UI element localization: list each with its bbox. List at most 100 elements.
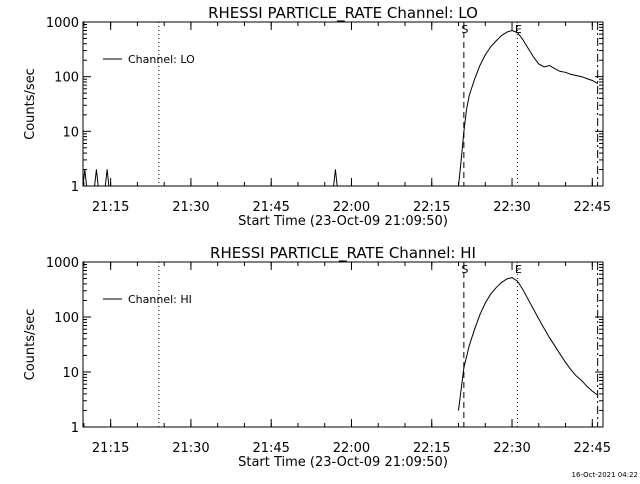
data-point: [570, 369, 572, 371]
data-point: [506, 31, 508, 33]
x-tick-label: 22:45: [574, 200, 611, 215]
chart-panel: RHESSI PARTICLE_RATE Channel: HI Start Ti…: [23, 244, 611, 470]
y-tick-label: 1: [71, 421, 79, 436]
marker-label: S: [461, 23, 468, 36]
x-tick-label: 22:00: [333, 200, 370, 215]
data-point: [463, 367, 465, 368]
data-point: [484, 302, 486, 304]
x-tick-label: 21:45: [252, 441, 289, 456]
data-point: [538, 63, 540, 65]
data-point: [468, 95, 470, 96]
data-point: [517, 32, 518, 33]
data-point: [106, 169, 108, 170]
data-point: [458, 410, 459, 411]
data-point: [527, 298, 529, 300]
data-point: [543, 328, 545, 329]
data-point: [575, 75, 577, 76]
data-point: [570, 74, 572, 75]
y-tick-label: 10: [62, 366, 79, 381]
y-tick-label: 1: [71, 180, 79, 195]
data-point: [511, 30, 513, 31]
chart-title: RHESSI PARTICLE_RATE Channel: LO: [208, 4, 478, 23]
legend-label: Channel: HI: [128, 293, 192, 306]
x-tick-label: 22:30: [493, 441, 530, 456]
data-point: [597, 394, 598, 396]
data-point: [522, 39, 524, 40]
data-point: [549, 65, 550, 66]
data-point: [108, 185, 110, 187]
data-point: [511, 277, 513, 278]
x-axis-label: Start Time (23-Oct-09 21:09:50): [238, 214, 448, 229]
data-point: [500, 282, 502, 284]
y-tick-label: 100: [54, 311, 79, 326]
series-line: [458, 277, 598, 411]
data-point: [500, 35, 502, 37]
data-point: [490, 46, 491, 48]
plot-frame: [82, 261, 604, 428]
y-tick-label: 1000: [46, 16, 79, 31]
y-tick-label: 100: [54, 71, 79, 86]
data-point: [86, 185, 87, 187]
data-point: [474, 78, 475, 80]
y-tick-label: 10: [62, 125, 79, 140]
x-tick-label: 22:00: [333, 441, 370, 456]
x-axis-label: Start Time (23-Oct-09 21:09:50): [238, 455, 448, 470]
marker-label: S: [461, 263, 468, 276]
data-point: [533, 56, 534, 58]
x-tick-label: 22:15: [413, 441, 450, 456]
data-point: [575, 375, 577, 377]
x-tick-label: 22:15: [413, 200, 450, 215]
data-point: [82, 185, 84, 187]
data-point: [586, 385, 588, 387]
data-point: [581, 76, 582, 78]
x-tick-label: 21:45: [252, 200, 289, 215]
data-point: [460, 159, 462, 161]
data-point: [474, 328, 475, 330]
data-point: [466, 109, 467, 110]
data-point: [94, 185, 95, 187]
data-point: [554, 68, 556, 70]
data-point: [581, 380, 582, 381]
y-tick-label: 1000: [46, 256, 79, 271]
data-point: [495, 287, 497, 289]
data-point: [533, 308, 534, 310]
data-point: [463, 130, 465, 132]
data-point: [517, 280, 518, 282]
data-point: [84, 169, 86, 170]
data-point: [591, 390, 593, 392]
x-tick-label: 22:45: [574, 441, 611, 456]
data-point: [559, 71, 561, 72]
data-point: [565, 361, 566, 363]
x-tick-label: 21:30: [172, 200, 209, 215]
data-point: [565, 71, 566, 73]
data-point: [586, 78, 588, 79]
footer-timestamp: 16-Oct-2021 04:22: [572, 471, 638, 479]
data-point: [458, 185, 459, 187]
data-point: [506, 278, 508, 280]
x-tick-label: 22:30: [493, 200, 530, 215]
x-tick-label: 21:15: [92, 200, 129, 215]
data-point: [490, 293, 491, 295]
data-point: [104, 185, 106, 187]
data-point: [468, 345, 470, 347]
data-point: [559, 353, 561, 355]
data-point: [527, 47, 529, 49]
data-point: [597, 83, 598, 84]
y-axis-label: Counts/sec: [23, 309, 38, 381]
data-point: [97, 185, 99, 187]
chart-title: RHESSI PARTICLE_RATE Channel: HI: [210, 244, 476, 263]
marker-label: E: [515, 263, 522, 276]
data-point: [333, 185, 334, 187]
marker-label: E: [515, 23, 522, 36]
chart-panel: RHESSI PARTICLE_RATE Channel: LO Start Ti…: [23, 4, 611, 229]
data-point: [543, 66, 545, 68]
plot-frame: [82, 21, 604, 187]
x-tick-label: 21:15: [92, 441, 129, 456]
data-point: [335, 169, 336, 170]
data-point: [479, 65, 481, 66]
data-point: [554, 345, 556, 347]
data-point: [495, 40, 497, 42]
data-point: [591, 80, 593, 81]
